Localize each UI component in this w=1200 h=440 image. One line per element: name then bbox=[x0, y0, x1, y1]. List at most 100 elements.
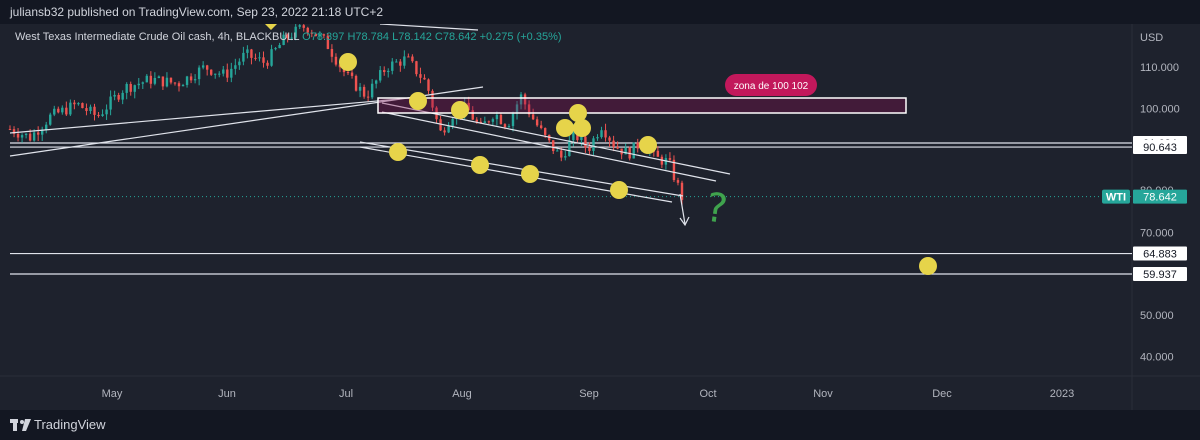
candle-body bbox=[85, 108, 88, 111]
candle-body bbox=[552, 140, 555, 152]
candle-body bbox=[539, 125, 543, 129]
zone-callout[interactable] bbox=[725, 74, 817, 96]
marker-dot[interactable] bbox=[471, 156, 489, 174]
candle-body bbox=[362, 86, 366, 97]
price-axis-label: 100.000 bbox=[1140, 103, 1180, 115]
publisher-text: juliansb32 published on TradingView.com,… bbox=[10, 5, 384, 19]
resistance-zone[interactable] bbox=[377, 97, 907, 114]
marker-dot[interactable] bbox=[569, 104, 587, 122]
time-axis-label: Aug bbox=[452, 388, 472, 400]
trend-line[interactable] bbox=[381, 111, 717, 182]
candle-body bbox=[322, 34, 326, 36]
candle-body bbox=[503, 124, 507, 128]
candle-body bbox=[415, 61, 418, 75]
candle-body bbox=[77, 103, 80, 105]
current-price-tag bbox=[1133, 189, 1187, 204]
candle-body bbox=[302, 25, 305, 28]
candle-body bbox=[519, 94, 523, 105]
candle-body bbox=[596, 137, 599, 139]
publisher-bar: juliansb32 published on TradingView.com,… bbox=[0, 0, 1200, 24]
marker-dot[interactable] bbox=[339, 53, 357, 71]
candle-body bbox=[294, 26, 297, 38]
marker-dot[interactable] bbox=[610, 181, 628, 199]
chart-area[interactable]: USD110.000100.00070.00050.00040.00080.00… bbox=[0, 24, 1200, 410]
trend-line[interactable] bbox=[9, 98, 401, 134]
candle-body bbox=[262, 57, 265, 63]
level-tag bbox=[1133, 267, 1187, 282]
candle-body bbox=[523, 94, 527, 105]
trend-line[interactable] bbox=[381, 102, 731, 175]
candle-body bbox=[447, 126, 450, 133]
candle-body bbox=[366, 96, 370, 98]
candle-body bbox=[258, 57, 261, 59]
symbol-title: West Texas Intermediate Crude Oil cash, … bbox=[15, 31, 300, 43]
marker-dot[interactable] bbox=[639, 136, 657, 154]
marker-dot[interactable] bbox=[919, 257, 937, 275]
candle-body bbox=[177, 83, 181, 87]
candle-body bbox=[672, 159, 676, 181]
candle-body bbox=[157, 76, 161, 78]
candle-body bbox=[93, 106, 96, 115]
candle-body bbox=[507, 126, 511, 128]
candle-body bbox=[133, 85, 136, 92]
time-axis-label: Nov bbox=[813, 388, 833, 400]
candle-body bbox=[475, 119, 478, 122]
candle-body bbox=[254, 57, 257, 59]
projection-arrow[interactable] bbox=[679, 193, 686, 225]
candle-body bbox=[193, 79, 197, 81]
marker-dot[interactable] bbox=[409, 92, 427, 110]
candle-body bbox=[246, 49, 249, 53]
trend-line[interactable] bbox=[379, 24, 479, 31]
candle-body bbox=[423, 77, 426, 80]
candle-body bbox=[588, 147, 591, 151]
candle-body bbox=[584, 136, 587, 148]
candle-body bbox=[145, 75, 149, 83]
symbol-tag bbox=[1102, 189, 1130, 204]
candle-body bbox=[65, 107, 68, 115]
marker-dot[interactable] bbox=[521, 165, 539, 183]
peak-marker-icon bbox=[265, 24, 277, 30]
candle-body bbox=[560, 150, 563, 158]
candle-body bbox=[515, 104, 519, 114]
candle-body bbox=[531, 114, 535, 120]
level-tag-label: 64.883 bbox=[1143, 249, 1177, 261]
time-axis-label: Dec bbox=[932, 388, 952, 400]
candle-body bbox=[370, 83, 374, 98]
candle-body bbox=[250, 49, 253, 58]
marker-dot[interactable] bbox=[573, 119, 591, 137]
candle-body bbox=[600, 130, 603, 138]
candle-body bbox=[471, 110, 474, 120]
candle-body bbox=[491, 119, 495, 122]
candle-body bbox=[572, 129, 575, 141]
candle-body bbox=[379, 70, 382, 81]
candle-body bbox=[298, 25, 301, 27]
candle-body bbox=[165, 77, 169, 87]
candle-body bbox=[403, 56, 406, 66]
candle-body bbox=[266, 62, 269, 66]
candle-body bbox=[53, 108, 56, 115]
marker-dot[interactable] bbox=[556, 119, 574, 137]
current-price-label: 78.642 bbox=[1143, 192, 1177, 204]
candle-body bbox=[314, 33, 318, 37]
marker-dot[interactable] bbox=[451, 101, 469, 119]
candle-body bbox=[399, 61, 402, 66]
candle-body bbox=[636, 142, 639, 149]
candle-body bbox=[487, 121, 491, 123]
candle-body bbox=[121, 92, 124, 100]
candle-body bbox=[387, 70, 390, 73]
candle-body bbox=[45, 124, 48, 130]
candle-body bbox=[238, 61, 241, 66]
candle-body bbox=[278, 44, 281, 49]
trend-line[interactable] bbox=[359, 141, 684, 197]
marker-dot[interactable] bbox=[389, 143, 407, 161]
level-tag-label: 59.937 bbox=[1143, 269, 1177, 281]
candle-body bbox=[32, 132, 36, 141]
candle-body bbox=[36, 132, 40, 135]
candle-body bbox=[129, 83, 132, 92]
price-chart[interactable]: USD110.000100.00070.00050.00040.00080.00… bbox=[0, 24, 1200, 410]
level-tag-label: 90.643 bbox=[1143, 142, 1177, 154]
open-value: O78.397 bbox=[302, 31, 345, 43]
question-mark: ? bbox=[703, 185, 730, 234]
candle-body bbox=[28, 133, 32, 141]
symbol-legend: West Texas Intermediate Crude Oil cash, … bbox=[15, 31, 562, 43]
